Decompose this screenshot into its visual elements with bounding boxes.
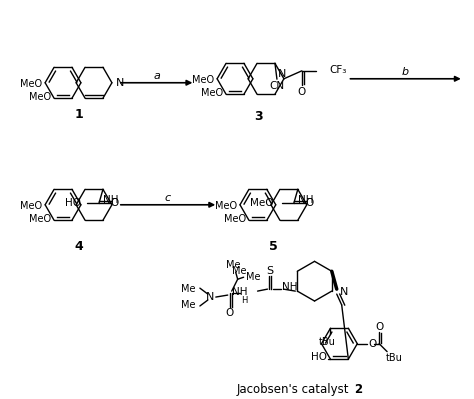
Text: NH: NH [298, 195, 313, 205]
Text: Me: Me [227, 260, 241, 270]
Text: H: H [241, 296, 247, 304]
Text: NH: NH [282, 282, 297, 292]
Text: MeO: MeO [201, 88, 223, 98]
Text: MeO: MeO [29, 214, 51, 224]
Text: O: O [298, 87, 306, 97]
Text: NH: NH [232, 287, 247, 297]
Text: N: N [340, 287, 348, 297]
Text: tBu: tBu [386, 353, 402, 363]
Text: 1: 1 [74, 108, 83, 121]
Text: Me: Me [182, 284, 196, 294]
Text: a: a [153, 71, 160, 81]
Text: HO: HO [311, 352, 328, 362]
Text: N: N [278, 69, 286, 79]
Text: c: c [165, 193, 171, 203]
Text: N: N [116, 78, 124, 88]
Text: O: O [306, 198, 314, 208]
Text: MeO: MeO [224, 214, 246, 224]
Text: b: b [402, 67, 409, 77]
Text: MeO: MeO [250, 198, 274, 208]
Text: O: O [368, 339, 376, 349]
Text: Me: Me [232, 266, 247, 276]
Text: 5: 5 [269, 240, 278, 253]
Text: N: N [206, 292, 214, 302]
Text: S: S [266, 266, 273, 276]
Text: MeO: MeO [20, 201, 42, 211]
Text: O: O [111, 198, 119, 208]
Text: Me: Me [182, 300, 196, 310]
Text: CF₃: CF₃ [329, 65, 347, 75]
Text: 4: 4 [74, 240, 83, 253]
Text: O: O [226, 308, 234, 318]
Text: NH: NH [103, 195, 118, 205]
Text: MeO: MeO [20, 79, 42, 89]
Text: O: O [375, 322, 383, 332]
Text: 3: 3 [254, 110, 263, 123]
Text: Me: Me [246, 272, 260, 282]
Text: tBu: tBu [319, 337, 336, 347]
Text: CN: CN [269, 81, 284, 91]
Text: 2: 2 [354, 383, 363, 396]
Text: MeO: MeO [29, 92, 51, 102]
Text: MeO: MeO [215, 201, 237, 211]
Text: Jacobsen's catalyst: Jacobsen's catalyst [237, 383, 349, 396]
Text: HO: HO [65, 198, 81, 208]
Text: MeO: MeO [192, 75, 214, 85]
